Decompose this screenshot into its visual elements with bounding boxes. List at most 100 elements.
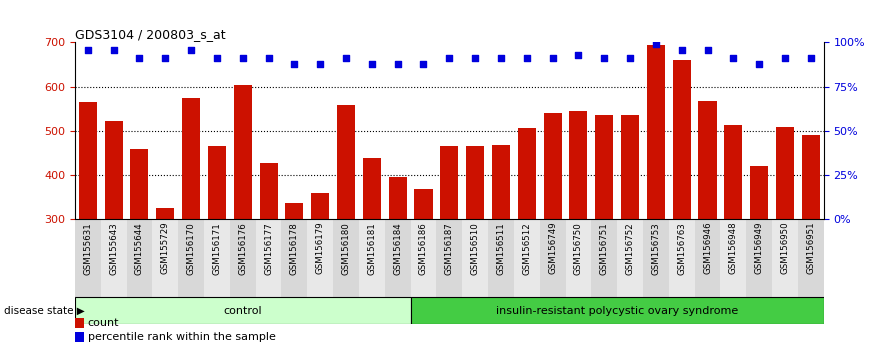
Bar: [673, 60, 691, 352]
Bar: [466, 147, 485, 352]
Text: GSM156751: GSM156751: [600, 222, 609, 275]
Text: GSM156948: GSM156948: [729, 222, 738, 274]
Text: GSM156949: GSM156949: [755, 222, 764, 274]
Bar: [721, 219, 746, 297]
Point: [494, 56, 508, 61]
Point: [184, 47, 198, 52]
Bar: [333, 219, 359, 297]
Bar: [669, 219, 694, 297]
Text: GSM156946: GSM156946: [703, 222, 712, 274]
Bar: [566, 219, 591, 297]
Bar: [75, 219, 100, 297]
Point: [132, 56, 146, 61]
Bar: [694, 219, 721, 297]
Text: count: count: [87, 318, 119, 328]
Text: GSM155631: GSM155631: [84, 222, 93, 275]
Text: GSM156749: GSM156749: [548, 222, 557, 274]
Bar: [724, 125, 743, 352]
Text: GSM155729: GSM155729: [160, 222, 170, 274]
Bar: [569, 110, 588, 352]
Bar: [130, 149, 149, 352]
Bar: [359, 219, 385, 297]
Text: GSM156512: GSM156512: [522, 222, 531, 275]
Point: [339, 56, 353, 61]
Bar: [411, 219, 436, 297]
Text: GSM156186: GSM156186: [419, 222, 428, 275]
Bar: [255, 219, 281, 297]
Bar: [436, 219, 463, 297]
Text: GSM156181: GSM156181: [367, 222, 376, 275]
Bar: [233, 85, 252, 352]
Text: GSM156184: GSM156184: [393, 222, 402, 275]
Text: GSM156510: GSM156510: [470, 222, 479, 275]
Bar: [337, 105, 355, 352]
Text: control: control: [224, 306, 262, 316]
Point: [803, 56, 818, 61]
Bar: [591, 219, 618, 297]
Bar: [776, 127, 794, 352]
Bar: [488, 219, 514, 297]
Text: GSM156763: GSM156763: [677, 222, 686, 275]
Bar: [182, 98, 200, 352]
Bar: [75, 332, 84, 342]
Bar: [540, 219, 566, 297]
Bar: [411, 297, 824, 324]
Point: [572, 52, 586, 58]
Point: [159, 56, 173, 61]
Bar: [514, 219, 540, 297]
Point: [236, 56, 250, 61]
Point: [210, 56, 224, 61]
Bar: [544, 113, 561, 352]
Bar: [100, 219, 127, 297]
Point: [107, 47, 121, 52]
Point: [752, 61, 766, 67]
Bar: [78, 102, 97, 352]
Bar: [802, 135, 820, 352]
Bar: [518, 128, 536, 352]
Bar: [204, 219, 230, 297]
Text: insulin-resistant polycystic ovary syndrome: insulin-resistant polycystic ovary syndr…: [496, 306, 738, 316]
Point: [313, 61, 327, 67]
Bar: [750, 166, 768, 352]
Text: GSM156511: GSM156511: [497, 222, 506, 275]
Bar: [463, 219, 488, 297]
Bar: [260, 163, 278, 352]
Point: [700, 47, 714, 52]
Point: [468, 56, 482, 61]
Point: [287, 61, 301, 67]
Text: GSM156176: GSM156176: [238, 222, 248, 275]
Point: [545, 56, 559, 61]
Bar: [230, 219, 255, 297]
Point: [597, 56, 611, 61]
Text: GSM156750: GSM156750: [574, 222, 583, 275]
Bar: [643, 219, 669, 297]
Bar: [127, 219, 152, 297]
Bar: [798, 219, 824, 297]
Text: GSM156178: GSM156178: [290, 222, 299, 275]
Text: GSM156753: GSM156753: [651, 222, 661, 275]
Text: disease state ▶: disease state ▶: [4, 306, 85, 316]
Bar: [389, 177, 407, 352]
Text: GSM156187: GSM156187: [445, 222, 454, 275]
Point: [442, 56, 456, 61]
Bar: [208, 145, 226, 352]
Bar: [75, 318, 84, 328]
Point: [520, 56, 534, 61]
Point: [417, 61, 431, 67]
Point: [675, 47, 689, 52]
Text: GSM156177: GSM156177: [264, 222, 273, 275]
Bar: [772, 219, 798, 297]
Bar: [621, 115, 639, 352]
Bar: [385, 219, 411, 297]
Point: [262, 56, 276, 61]
Bar: [596, 115, 613, 352]
Text: GSM156171: GSM156171: [212, 222, 221, 275]
Bar: [307, 219, 333, 297]
Bar: [618, 219, 643, 297]
Bar: [363, 159, 381, 352]
Bar: [414, 188, 433, 352]
Point: [81, 47, 95, 52]
Bar: [699, 101, 716, 352]
Text: GDS3104 / 200803_s_at: GDS3104 / 200803_s_at: [75, 28, 226, 41]
Point: [365, 61, 379, 67]
